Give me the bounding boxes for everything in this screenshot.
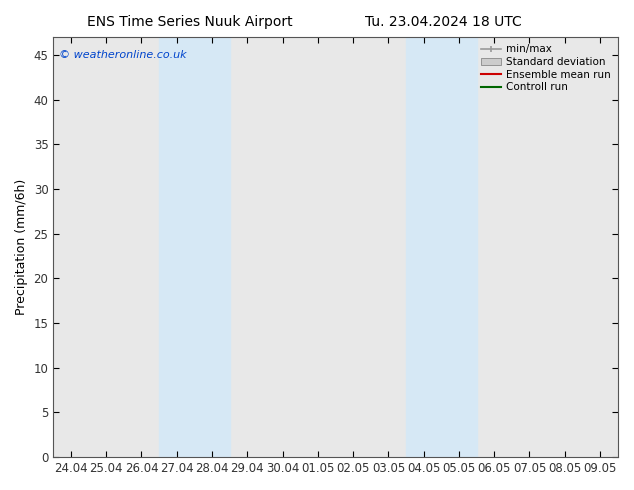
Text: © weatheronline.co.uk: © weatheronline.co.uk — [59, 49, 186, 60]
Text: Tu. 23.04.2024 18 UTC: Tu. 23.04.2024 18 UTC — [365, 15, 522, 29]
Bar — [406, 37, 477, 457]
Bar — [159, 37, 230, 457]
Text: ENS Time Series Nuuk Airport: ENS Time Series Nuuk Airport — [87, 15, 293, 29]
Legend: min/max, Standard deviation, Ensemble mean run, Controll run: min/max, Standard deviation, Ensemble me… — [479, 42, 612, 94]
Y-axis label: Precipitation (mm/6h): Precipitation (mm/6h) — [15, 179, 28, 315]
